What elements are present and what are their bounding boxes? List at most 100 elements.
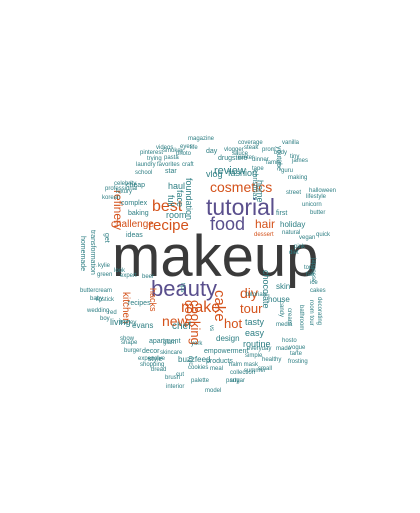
- word-review: review: [214, 165, 246, 177]
- word-expert: expert: [120, 273, 137, 279]
- word-interior: interior: [166, 384, 185, 390]
- word-haul: haul: [168, 181, 186, 191]
- word-fall: fall: [306, 272, 314, 278]
- word-dessert: dessert: [254, 232, 274, 238]
- word-candy: candy: [278, 301, 284, 318]
- word-wedding: wedding: [87, 308, 110, 314]
- word-favorites: favorites: [157, 162, 180, 168]
- word-drugstore: drugstore: [218, 155, 248, 162]
- word-pinterest: pinterest: [140, 150, 164, 156]
- word-evans: evans: [132, 321, 154, 330]
- word-star: star: [165, 168, 177, 175]
- word-quick: quick: [316, 232, 331, 238]
- word-ideas: ideas: [126, 232, 143, 239]
- word-eyes: eyes: [180, 144, 193, 150]
- word-butter: butter: [310, 210, 326, 216]
- word-shopping: shopping: [140, 362, 165, 368]
- word-tiny: tiny: [290, 154, 300, 160]
- word-bathroom: bathroom: [298, 305, 304, 331]
- word-beer: beer: [142, 274, 155, 280]
- word-top: top: [304, 265, 313, 271]
- word-healthy: healthy: [262, 357, 282, 363]
- word-magazine: magazine: [188, 136, 215, 142]
- word-natural: natural: [282, 230, 301, 236]
- word-bread: bread: [151, 367, 167, 373]
- word-making: making: [288, 175, 308, 181]
- word-celebrity: celebrity: [114, 181, 137, 187]
- word-beauty: beauty: [151, 276, 218, 301]
- word-hosto: hosto: [282, 338, 297, 344]
- word-chef: chef: [172, 321, 191, 332]
- word-meal: meal: [210, 366, 224, 372]
- word-tutorials: tutorials: [246, 292, 268, 298]
- word-living: living: [110, 317, 131, 327]
- word-cookies: cookies: [188, 365, 209, 371]
- word-trying: trying: [147, 156, 162, 162]
- word-nyc: nyc: [187, 356, 193, 366]
- word-makeup: makeup: [112, 224, 319, 289]
- word-vanilla: vanilla: [282, 140, 300, 146]
- word-street: street: [286, 190, 302, 196]
- word-simple: simple: [245, 353, 263, 359]
- word-model: model: [205, 388, 222, 394]
- word-red: red: [108, 310, 117, 316]
- word-decor: decor: [142, 348, 160, 355]
- word-christmas: christmas: [251, 170, 258, 200]
- word-vlogger: vlogger: [224, 147, 244, 153]
- word-expensive: expensive: [138, 356, 166, 362]
- word-pasta: pasta: [164, 155, 179, 161]
- word-tape: tape: [252, 166, 264, 172]
- word-get: get: [103, 233, 110, 243]
- word-summer: summer: [244, 368, 266, 374]
- word-life: life: [190, 145, 198, 151]
- word-sauce: sauce: [232, 151, 249, 157]
- word-family: family: [266, 160, 282, 166]
- word-lipstick: lipstick: [96, 297, 115, 303]
- word-unicorn: unicorn: [302, 202, 322, 208]
- word-design: design: [216, 334, 240, 343]
- word-luxury: luxury: [116, 189, 133, 195]
- word-buttercream: buttercream: [80, 288, 113, 294]
- word-palette: palette: [191, 378, 210, 384]
- word-boy: boy: [100, 316, 110, 322]
- word-small: small: [258, 366, 273, 372]
- word-vogue: vogue: [289, 345, 306, 351]
- word-diet: diet: [289, 250, 299, 256]
- word-york: york: [191, 341, 203, 347]
- word-new: new: [162, 313, 188, 329]
- word-videos: videos: [156, 145, 174, 151]
- word-full: full: [166, 195, 176, 207]
- word-products: products: [206, 358, 233, 365]
- word-tarte: tarte: [290, 351, 303, 357]
- word-diy: diy: [240, 285, 258, 301]
- word-buzzfeed: buzzfeed: [178, 355, 211, 364]
- word-look: look: [114, 268, 126, 274]
- word-dinner: dinner: [252, 157, 269, 163]
- word-tips: tips: [179, 283, 185, 293]
- word-james: james: [292, 158, 309, 164]
- word-challenge: challenge: [111, 219, 154, 230]
- word-photo: photo: [176, 151, 192, 157]
- word-cream: cream: [286, 308, 292, 325]
- word-house: house: [268, 295, 290, 304]
- word-craft: craft: [182, 162, 194, 168]
- word-tutorial: tutorial: [206, 194, 276, 220]
- word-recipes: recipes: [128, 300, 151, 307]
- word-vlog: vlog: [206, 169, 223, 179]
- word-vegan: vegan: [299, 235, 316, 241]
- word-room-tour: room tour: [308, 300, 314, 326]
- word-routine: routine: [243, 339, 271, 349]
- word-frosting: frosting: [288, 359, 308, 365]
- word-foundation: foundation: [184, 178, 194, 221]
- word-glam: glam: [163, 340, 177, 346]
- word-best: best: [152, 198, 183, 215]
- word-transformation: transformation: [89, 230, 96, 275]
- word-green: green: [97, 272, 113, 278]
- word-food: food: [210, 214, 246, 234]
- word-cakes: cakes: [310, 288, 326, 294]
- word-prom: prom: [262, 147, 276, 153]
- word-media: media: [276, 322, 293, 328]
- word-first: first: [276, 210, 288, 217]
- word-made: made: [276, 346, 292, 352]
